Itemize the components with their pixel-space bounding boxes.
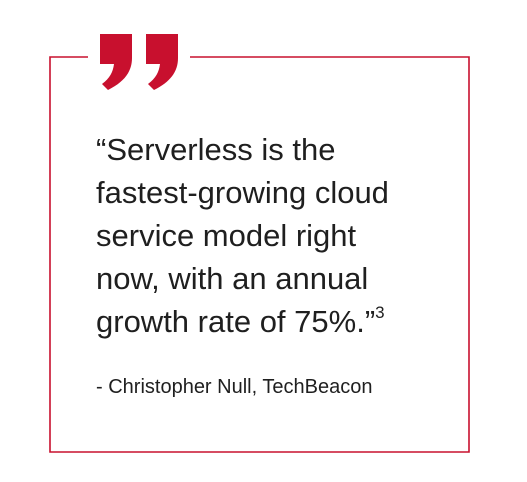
quote-text: “Serverless is the fastest-growing cloud s… — [96, 128, 476, 343]
quote-line-text: growth rate of 75%.” — [96, 304, 376, 339]
quote-line-text: service model right — [96, 218, 357, 253]
quote-line: fastest-growing cloud — [96, 171, 476, 214]
quote-line-text: fastest-growing cloud — [96, 175, 389, 210]
attribution: - Christopher Null, TechBeacon — [96, 376, 373, 398]
quote-line: growth rate of 75%.”3 — [96, 300, 476, 343]
quote-line: now, with an annual — [96, 257, 476, 300]
quote-line: “Serverless is the — [96, 128, 476, 171]
frame-border — [49, 56, 470, 453]
quote-line-text: “Serverless is the — [96, 132, 336, 167]
footnote-marker: 3 — [375, 303, 385, 322]
quote-line-text: now, with an annual — [96, 261, 369, 296]
quote-mark-icon — [100, 34, 178, 90]
quote-line: service model right — [96, 214, 476, 257]
